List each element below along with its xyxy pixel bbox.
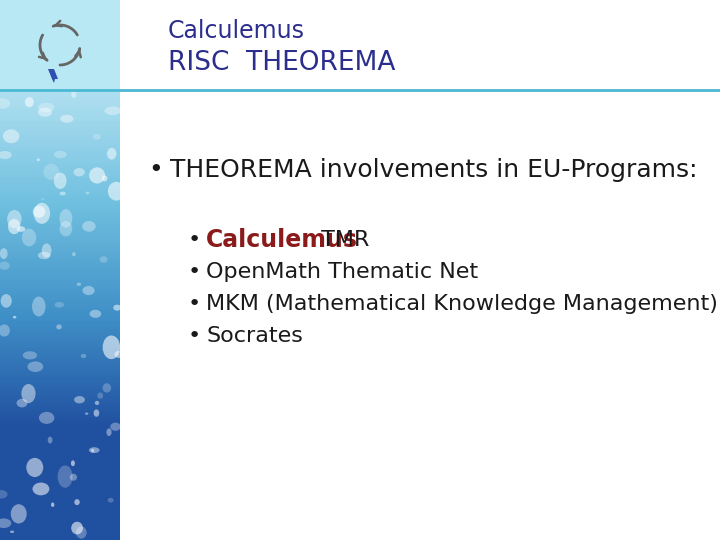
Ellipse shape — [0, 151, 12, 159]
Ellipse shape — [81, 354, 86, 358]
Ellipse shape — [0, 490, 8, 498]
Ellipse shape — [71, 91, 76, 98]
Ellipse shape — [104, 106, 121, 115]
Ellipse shape — [56, 325, 62, 329]
Ellipse shape — [22, 228, 36, 246]
Ellipse shape — [89, 167, 105, 184]
Ellipse shape — [89, 310, 102, 318]
Ellipse shape — [32, 483, 50, 495]
Ellipse shape — [1, 294, 12, 308]
Ellipse shape — [42, 244, 52, 258]
Ellipse shape — [60, 192, 66, 195]
Ellipse shape — [0, 518, 12, 528]
Ellipse shape — [103, 335, 120, 359]
Ellipse shape — [76, 526, 86, 539]
Text: •: • — [188, 230, 202, 250]
Text: THEOREMA involvements in EU-Programs:: THEOREMA involvements in EU-Programs: — [170, 158, 698, 182]
Ellipse shape — [11, 504, 27, 523]
Polygon shape — [48, 69, 58, 79]
Ellipse shape — [37, 159, 40, 161]
Text: Socrates: Socrates — [206, 326, 303, 346]
Ellipse shape — [110, 423, 121, 431]
Text: •: • — [188, 326, 202, 346]
Ellipse shape — [91, 449, 94, 453]
Ellipse shape — [94, 409, 99, 417]
Ellipse shape — [43, 164, 59, 180]
Ellipse shape — [73, 168, 85, 177]
Text: Calculemus: Calculemus — [206, 228, 358, 252]
Ellipse shape — [0, 98, 10, 109]
Ellipse shape — [32, 206, 45, 218]
Ellipse shape — [72, 252, 76, 256]
Ellipse shape — [71, 522, 83, 535]
Ellipse shape — [93, 134, 101, 139]
Ellipse shape — [3, 129, 19, 143]
Ellipse shape — [22, 384, 35, 403]
Ellipse shape — [41, 198, 45, 200]
Ellipse shape — [83, 286, 94, 295]
Ellipse shape — [10, 530, 14, 533]
Ellipse shape — [108, 182, 125, 200]
Polygon shape — [52, 79, 55, 83]
Ellipse shape — [27, 458, 43, 477]
Ellipse shape — [24, 97, 34, 107]
Ellipse shape — [17, 399, 27, 407]
Ellipse shape — [34, 203, 50, 224]
Text: Calculemus: Calculemus — [168, 19, 305, 44]
Ellipse shape — [108, 498, 114, 503]
Ellipse shape — [38, 103, 55, 112]
Text: RISC  THEOREMA: RISC THEOREMA — [168, 50, 395, 76]
Ellipse shape — [77, 282, 81, 286]
Ellipse shape — [8, 219, 20, 234]
Text: TMR: TMR — [314, 230, 369, 250]
Ellipse shape — [102, 383, 111, 393]
Ellipse shape — [97, 393, 103, 399]
Text: MKM (Mathematical Knowledge Management) Thematic Net: MKM (Mathematical Knowledge Management) … — [206, 294, 720, 314]
Bar — [0, 0, 720, 90]
Ellipse shape — [55, 302, 64, 308]
Ellipse shape — [86, 192, 89, 194]
Ellipse shape — [74, 499, 80, 505]
Ellipse shape — [7, 210, 22, 228]
Ellipse shape — [60, 209, 72, 228]
Ellipse shape — [23, 351, 37, 360]
Ellipse shape — [0, 325, 10, 336]
Text: •: • — [188, 262, 202, 282]
Ellipse shape — [13, 316, 17, 319]
Ellipse shape — [107, 148, 117, 160]
Ellipse shape — [82, 221, 96, 232]
Ellipse shape — [38, 107, 52, 117]
Ellipse shape — [60, 114, 73, 123]
Ellipse shape — [89, 447, 99, 453]
Bar — [120, 90, 720, 540]
Ellipse shape — [85, 413, 89, 415]
Ellipse shape — [27, 361, 43, 372]
Ellipse shape — [54, 172, 66, 189]
Ellipse shape — [107, 428, 112, 436]
Ellipse shape — [17, 226, 25, 232]
Ellipse shape — [39, 412, 54, 424]
Ellipse shape — [71, 461, 75, 466]
Text: •: • — [188, 294, 202, 314]
Ellipse shape — [102, 176, 107, 181]
Text: •: • — [148, 158, 163, 182]
Ellipse shape — [113, 305, 121, 310]
Ellipse shape — [54, 151, 67, 158]
Ellipse shape — [60, 221, 72, 237]
Ellipse shape — [0, 261, 9, 270]
Ellipse shape — [58, 465, 73, 488]
Ellipse shape — [0, 248, 8, 259]
Text: OpenMath Thematic Net: OpenMath Thematic Net — [206, 262, 478, 282]
Ellipse shape — [74, 396, 85, 403]
Ellipse shape — [114, 350, 123, 358]
Ellipse shape — [51, 502, 55, 507]
Ellipse shape — [95, 401, 99, 405]
Bar — [0, 0, 120, 90]
Ellipse shape — [99, 256, 107, 263]
Ellipse shape — [32, 296, 45, 316]
Ellipse shape — [38, 252, 50, 259]
Ellipse shape — [70, 474, 77, 481]
Ellipse shape — [48, 436, 53, 443]
